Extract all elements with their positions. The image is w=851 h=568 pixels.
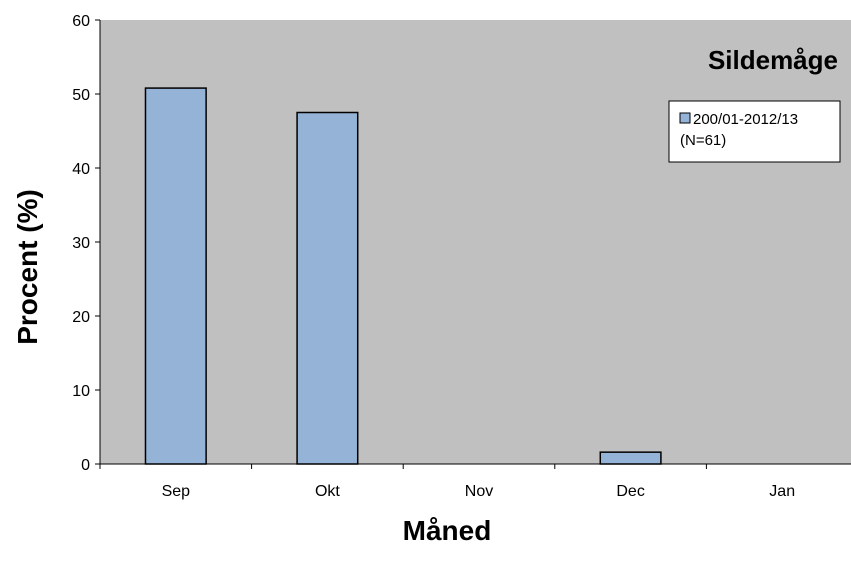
y-tick-label: 50 (72, 87, 90, 104)
x-tick-label: Sep (162, 483, 191, 500)
plot-area (100, 20, 851, 464)
y-tick-label: 40 (72, 161, 90, 178)
bar-dec (599, 451, 662, 465)
x-axis-ticks: Sep Okt Nov Dec Jan (99, 464, 795, 500)
x-tick-label: Dec (616, 483, 644, 500)
bar-sep (144, 87, 207, 465)
y-axis-ticks: 0 10 20 30 40 50 60 (72, 13, 100, 474)
legend: 200/01-2012/13 (N=61) (668, 100, 841, 163)
y-tick-label: 0 (81, 457, 90, 474)
legend-label: 200/01-2012/13 (693, 111, 798, 128)
legend-box (668, 100, 841, 163)
y-tick-label: 30 (72, 235, 90, 252)
legend-swatch (679, 112, 691, 124)
bar-okt (296, 111, 359, 465)
y-tick-label: 20 (72, 309, 90, 326)
x-tick-label: Jan (769, 483, 795, 500)
legend-label-line2: (N=61) (680, 132, 726, 149)
x-axis-title: Måned (403, 515, 492, 546)
y-tick-label: 10 (72, 383, 90, 400)
y-axis-title: Procent (%) (12, 189, 43, 345)
bar-series (144, 87, 662, 465)
y-tick-label: 60 (72, 13, 90, 30)
x-tick-label: Okt (315, 483, 340, 500)
x-tick-label: Nov (465, 483, 493, 500)
chart-title: Sildemåge (708, 45, 838, 75)
